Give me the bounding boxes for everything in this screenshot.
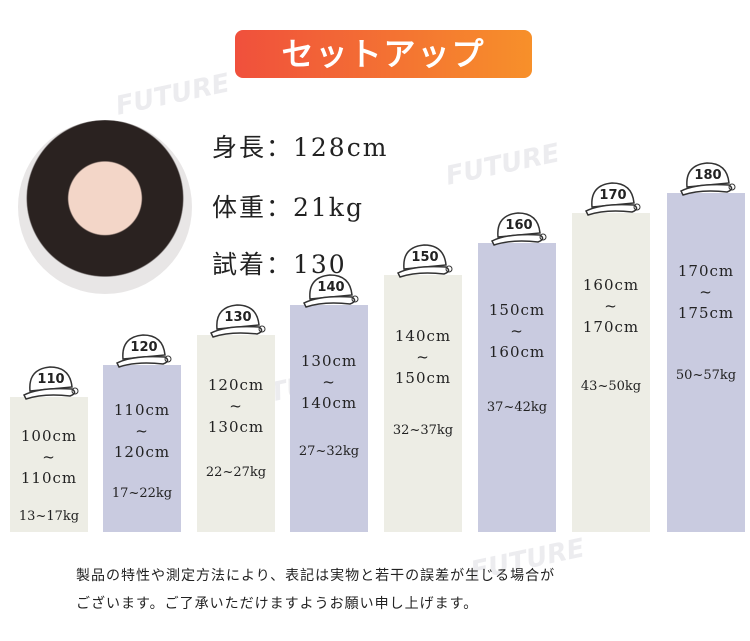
- model-spec: 身長：128cm: [212, 133, 389, 162]
- height-range: ~: [416, 348, 430, 366]
- size-column: 140cm ~150cm 32~37kg: [384, 275, 462, 532]
- height-range: ~: [322, 372, 336, 391]
- note-line: ございます。ご了承いただけますようお願い申し上げます。: [76, 596, 479, 612]
- cap-icon: 140: [302, 274, 359, 308]
- size-label: 120: [130, 340, 157, 355]
- height-range: 120cm: [207, 376, 265, 394]
- weight-range: 50~57kg: [675, 368, 737, 383]
- size-column: 170cm ~175cm 50~57kg: [667, 193, 745, 532]
- height-range: 100cm: [20, 427, 78, 445]
- size-column: 120cm ~130cm 22~27kg: [197, 335, 275, 532]
- weight-range: 37~42kg: [486, 400, 548, 415]
- height-range: 110cm: [113, 400, 171, 419]
- size-column: 100cm ~110cm 13~17kg: [10, 397, 88, 532]
- height-range: ~: [699, 282, 713, 301]
- cap-icon: 130: [209, 304, 266, 338]
- cap-icon: 170: [584, 182, 641, 216]
- size-label: 180: [694, 168, 721, 183]
- weight-range: 22~27kg: [205, 465, 267, 480]
- height-range: ~: [510, 321, 524, 340]
- height-range: 130cm: [300, 351, 358, 370]
- size-column: 130cm ~140cm 27~32kg: [290, 305, 368, 532]
- height-range: 150cm: [488, 300, 546, 319]
- model-spec: 試着：130: [212, 250, 347, 279]
- weight-range: 32~37kg: [392, 423, 454, 438]
- weight-range: 17~22kg: [111, 486, 173, 501]
- weight-range: 27~32kg: [298, 444, 360, 459]
- note-line: 製品の特性や測定方法により、表記は実物と若干の誤差が生じる場合が: [76, 568, 556, 584]
- weight-range: 43~50kg: [580, 379, 642, 394]
- height-range: ~: [604, 297, 618, 315]
- size-label: 150: [411, 250, 438, 265]
- weight-range: 13~17kg: [18, 509, 80, 524]
- size-label: 170: [599, 188, 626, 203]
- cap-icon: 110: [22, 366, 79, 400]
- cap-icon: 120: [115, 334, 172, 368]
- model-spec: 体重：21kg: [212, 193, 364, 222]
- height-range: 160cm: [488, 342, 546, 361]
- size-label: 140: [317, 280, 344, 295]
- cap-icon: 150: [396, 244, 453, 278]
- height-range: 110cm: [20, 469, 78, 487]
- height-range: 130cm: [207, 418, 265, 436]
- height-range: 170cm: [582, 318, 640, 336]
- height-range: 170cm: [677, 261, 735, 280]
- watermark: FUTURE: [443, 138, 563, 192]
- size-label: 110: [37, 372, 64, 387]
- model-photo: [18, 120, 192, 294]
- cap-icon: 160: [490, 212, 547, 246]
- watermark: FUTURE: [113, 68, 233, 122]
- height-range: ~: [229, 397, 243, 415]
- height-range: 175cm: [677, 303, 735, 322]
- height-range: ~: [135, 421, 149, 440]
- height-range: 150cm: [394, 369, 452, 387]
- size-label: 160: [505, 218, 532, 233]
- title-badge: セットアップ: [235, 30, 532, 78]
- size-column: 110cm ~120cm 17~22kg: [103, 365, 181, 532]
- height-range: 140cm: [394, 327, 452, 345]
- height-range: 140cm: [300, 393, 358, 412]
- size-label: 130: [224, 310, 251, 325]
- height-range: 120cm: [113, 442, 171, 461]
- height-range: ~: [42, 448, 56, 466]
- cap-icon: 180: [679, 162, 736, 196]
- size-column: 150cm ~160cm 37~42kg: [478, 243, 556, 532]
- size-column: 160cm ~170cm 43~50kg: [572, 213, 650, 532]
- height-range: 160cm: [582, 276, 640, 294]
